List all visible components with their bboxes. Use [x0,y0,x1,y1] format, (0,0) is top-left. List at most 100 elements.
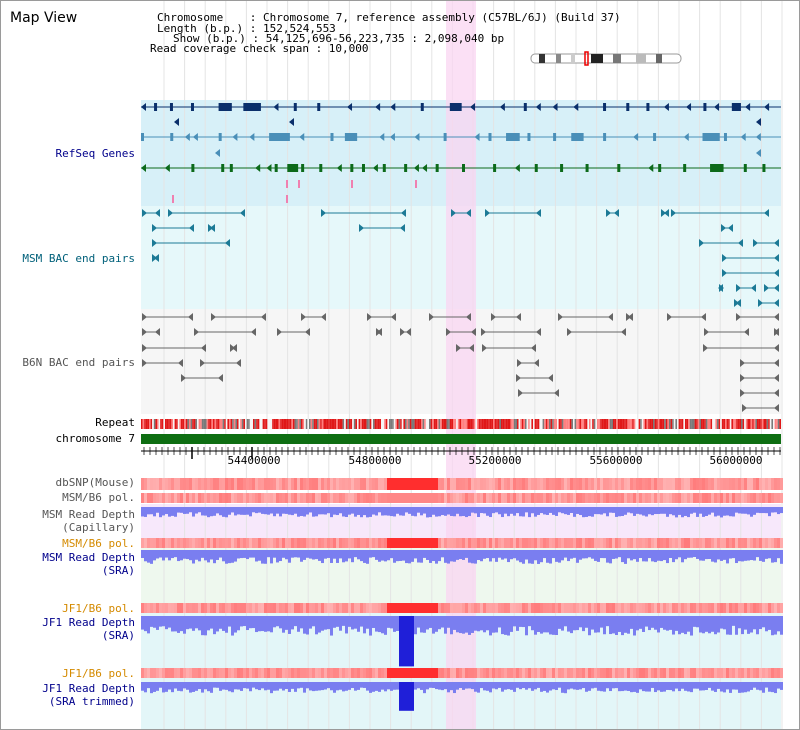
bac-end [614,209,619,217]
heat-cell [456,603,459,613]
heat-cell [711,603,714,613]
read-depth-bar [144,507,147,517]
read-depth-bar [570,507,573,514]
heat-cell [387,603,390,613]
read-depth-bar [393,550,396,563]
bac-end [400,328,405,336]
heat-cell [234,538,237,548]
read-depth-bar [771,507,774,513]
heat-cell [306,538,309,548]
repeat-mark [190,419,193,429]
read-depth-bar [270,550,273,564]
read-depth-bar [495,507,498,513]
heat-cell [183,478,186,490]
heat-cell [687,478,690,490]
heat-cell [600,668,603,678]
heat-cell [342,493,345,503]
repeat-mark [153,419,156,429]
read-depth-bar [231,507,234,513]
read-depth-bar [339,616,342,631]
read-depth-bar [522,507,525,517]
heat-cell [759,538,762,548]
read-depth-bar [549,682,552,691]
repeat-mark [593,419,596,429]
read-depth-bar [492,507,495,514]
heat-cell [525,493,528,503]
heat-cell [681,493,684,503]
read-depth-bar [528,682,531,689]
read-depth-bar [609,507,612,513]
read-depth-bar [723,616,726,630]
read-depth-bar [297,616,300,632]
heat-cell [711,668,714,678]
repeat-mark [331,419,333,429]
read-depth-bar [477,550,480,561]
heat-cell [306,668,309,678]
read-depth-bar [330,550,333,563]
read-depth-bar [447,550,450,564]
heat-cell [330,603,333,613]
heat-cell [540,493,543,503]
read-depth-bar [312,682,315,692]
heat-cell [681,538,684,548]
gene-arrow [289,118,294,126]
read-depth-bar [243,550,246,558]
gene-arrow [663,103,669,111]
repeat-mark [592,419,594,429]
heat-cell [303,538,306,548]
read-depth-bar [180,616,183,632]
heat-cell [345,478,348,490]
read-depth-bar [513,682,516,692]
read-depth-bar [219,507,222,516]
heat-cell [723,603,726,613]
read-depth-bar [528,550,531,564]
repeat-mark [187,419,189,429]
heat-cell [738,478,741,490]
heat-cell [519,478,522,490]
heat-cell [141,668,144,678]
heat-cell [612,538,615,548]
heat-cell [267,603,270,613]
heat-cell [690,478,693,490]
repeat-mark [385,419,388,429]
read-depth-bar [777,616,780,632]
read-depth-bar [225,616,228,633]
repeat-mark [710,419,713,429]
heat-cell [285,603,288,613]
ideogram-band [539,54,545,63]
heat-cell [279,493,282,503]
read-depth-bar [636,616,639,631]
heat-cell [240,603,243,613]
heat-cell [594,478,597,490]
gene-arrow [514,164,520,172]
heat-cell [615,603,618,613]
heat-cell [360,493,363,503]
repeat-mark [371,419,373,429]
heat-cell [228,538,231,548]
read-depth-bar [732,550,735,559]
heat-cell [315,493,318,503]
read-depth-bar [288,682,291,692]
repeat-mark [237,419,239,429]
heat-cell [534,538,537,548]
heat-cell [393,478,396,490]
read-depth-bar [543,682,546,691]
heat-cell [150,668,153,678]
ideogram-band [656,54,662,63]
heat-cell [732,538,735,548]
repeat-mark [227,419,229,429]
read-depth-bar [747,682,750,692]
heat-cell [309,478,312,490]
repeat-mark [368,419,370,429]
heat-cell [618,493,621,503]
heat-cell [171,538,174,548]
repeat-mark [403,419,405,429]
heat-cell [531,603,534,613]
read-depth-bar [285,616,288,630]
read-depth-bar [483,507,486,514]
read-depth-bar [402,507,405,516]
repeat-mark [656,419,658,429]
heat-cell [543,538,546,548]
gene-arrow [299,133,305,141]
repeat-mark [630,419,633,429]
